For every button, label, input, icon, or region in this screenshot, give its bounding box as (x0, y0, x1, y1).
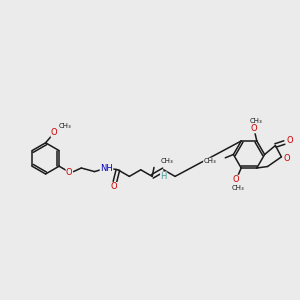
Text: NH: NH (100, 164, 113, 172)
Text: O: O (51, 128, 58, 137)
Text: CH₃: CH₃ (59, 123, 72, 129)
Text: O: O (250, 124, 257, 133)
Text: CH₃: CH₃ (249, 118, 262, 124)
Text: O: O (111, 182, 118, 191)
Text: O: O (66, 168, 73, 177)
Text: O: O (283, 154, 290, 163)
Text: O: O (286, 136, 293, 145)
Text: H: H (160, 172, 167, 181)
Text: CH₃: CH₃ (160, 158, 173, 164)
Text: CH₃: CH₃ (231, 184, 244, 190)
Text: CH₃: CH₃ (204, 158, 216, 164)
Text: O: O (232, 175, 239, 184)
